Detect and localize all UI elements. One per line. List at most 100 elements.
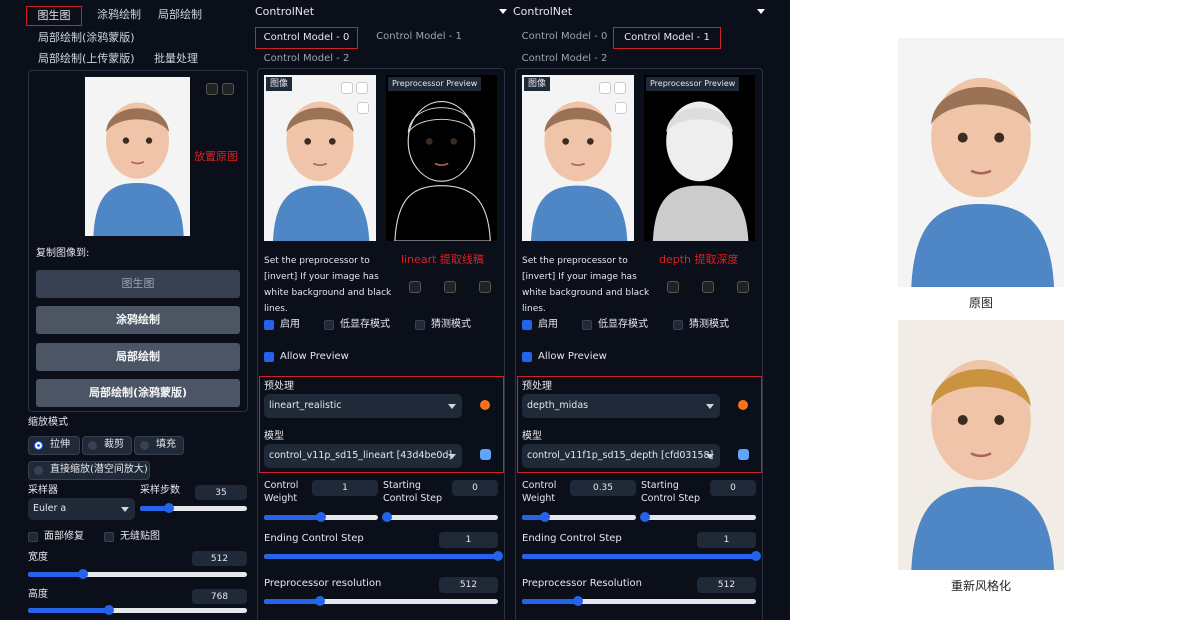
checkbox[interactable]	[104, 532, 114, 542]
tab[interactable]: 涂鸦绘制	[97, 8, 141, 21]
number-input[interactable]: 512	[439, 577, 498, 593]
label: 宽度	[28, 552, 48, 563]
icon-button[interactable]	[222, 83, 234, 95]
label: 缩放模式	[28, 417, 68, 428]
button[interactable]: 图生图	[36, 270, 240, 298]
icon-button[interactable]	[702, 281, 714, 293]
checkbox[interactable]	[28, 532, 38, 542]
icon-button[interactable]	[615, 102, 627, 114]
checkbox[interactable]	[264, 352, 274, 362]
checkbox[interactable]	[264, 320, 274, 330]
number-input[interactable]: 1	[697, 532, 756, 548]
icon-button[interactable]	[356, 82, 368, 94]
icon-button[interactable]	[444, 281, 456, 293]
slider-thumb	[573, 596, 584, 606]
caption: 原图	[968, 296, 993, 310]
radio-option[interactable]	[82, 436, 132, 455]
tab[interactable]: Control Model - 2	[521, 53, 608, 64]
slider[interactable]	[522, 596, 756, 606]
dropdown[interactable]: control_v11p_sd15_lineart [43d4be0d]	[264, 444, 462, 468]
collapse-arrow[interactable]	[499, 9, 507, 14]
tab[interactable]: Control Model - 2	[263, 53, 350, 64]
icon-button[interactable]	[737, 281, 749, 293]
number-input[interactable]: 1	[439, 532, 498, 548]
icon-button[interactable]	[667, 281, 679, 293]
refresh-button[interactable]	[480, 449, 491, 460]
tab[interactable]: Control Model - 1	[613, 27, 721, 49]
number-input[interactable]: 1	[312, 480, 378, 496]
dropdown[interactable]: control_v11f1p_sd15_depth [cfd03158]	[522, 444, 720, 468]
slider-thumb	[163, 503, 174, 513]
label: Ending Control Step	[522, 533, 622, 544]
tab[interactable]: 局部绘制(涂鸦蒙版)	[38, 31, 135, 44]
icon-button[interactable]	[479, 281, 491, 293]
number-input[interactable]: 768	[192, 589, 247, 604]
tab[interactable]: 批量处理	[154, 52, 198, 65]
number-input[interactable]: 0	[452, 480, 498, 496]
number-input[interactable]: 512	[697, 577, 756, 593]
checkbox[interactable]	[522, 352, 532, 362]
slider-fill	[522, 599, 579, 604]
run-preprocessor[interactable]	[738, 400, 748, 410]
image	[85, 77, 190, 236]
icon-button[interactable]	[341, 82, 353, 94]
number-input[interactable]: 512	[192, 551, 247, 566]
collapse-arrow[interactable]	[757, 9, 765, 14]
tab[interactable]: Control Model - 1	[376, 31, 462, 42]
slider[interactable]	[382, 512, 498, 522]
slider-fill	[522, 515, 545, 520]
dropdown-arrow	[121, 507, 129, 512]
refresh-button[interactable]	[738, 449, 749, 460]
icon-button[interactable]	[409, 281, 421, 293]
slider[interactable]	[522, 551, 761, 561]
tab[interactable]: Control Model - 0	[521, 31, 608, 42]
image	[898, 38, 1064, 287]
dropdown[interactable]: Euler a	[28, 498, 135, 520]
slider-fill	[264, 515, 321, 520]
image	[386, 75, 497, 241]
radio-option[interactable]	[134, 436, 184, 455]
dropdown[interactable]: depth_midas	[522, 394, 720, 418]
slider[interactable]	[264, 551, 503, 561]
slider[interactable]	[264, 596, 498, 606]
label: Starting Control Step	[383, 480, 442, 504]
label: Control Weight	[264, 480, 299, 504]
number-input[interactable]: 0	[710, 480, 756, 496]
checkbox[interactable]	[522, 320, 532, 330]
button[interactable]: 局部绘制(涂鸦蒙版)	[36, 379, 240, 407]
image	[264, 75, 376, 241]
number-input[interactable]: 0.35	[570, 480, 636, 496]
checkbox[interactable]	[673, 320, 683, 330]
checkbox[interactable]	[415, 320, 425, 330]
radio-option[interactable]	[28, 461, 150, 480]
annotation: lineart 提取线稿	[401, 253, 484, 266]
slider-fill	[264, 599, 321, 604]
icon-button[interactable]	[614, 82, 626, 94]
button[interactable]: 局部绘制	[36, 343, 240, 371]
slider[interactable]	[522, 512, 636, 522]
radio-option[interactable]	[28, 436, 80, 455]
slider[interactable]	[28, 569, 247, 579]
slider[interactable]	[140, 503, 247, 513]
slider[interactable]	[28, 605, 247, 615]
image-input-panel	[28, 70, 248, 412]
checkbox[interactable]	[582, 320, 592, 330]
tab[interactable]: 局部绘制	[158, 8, 202, 21]
label: 预处理	[264, 381, 294, 392]
run-preprocessor[interactable]	[480, 400, 490, 410]
icon-button[interactable]	[599, 82, 611, 94]
slider[interactable]	[640, 512, 756, 522]
icon-button[interactable]	[206, 83, 218, 95]
highlight-box	[259, 376, 504, 473]
tab[interactable]: Control Model - 0	[255, 27, 358, 49]
tab[interactable]: 局部绘制(上传蒙版)	[38, 52, 135, 65]
icon-button[interactable]	[357, 102, 369, 114]
dropdown[interactable]: lineart_realistic	[264, 394, 462, 418]
number-input[interactable]: 35	[195, 485, 247, 500]
image	[522, 75, 634, 241]
tab[interactable]: 图生图	[26, 6, 82, 26]
slider[interactable]	[264, 512, 378, 522]
checkbox[interactable]	[324, 320, 334, 330]
button[interactable]: 涂鸦绘制	[36, 306, 240, 334]
label: Control Weight	[522, 480, 557, 504]
